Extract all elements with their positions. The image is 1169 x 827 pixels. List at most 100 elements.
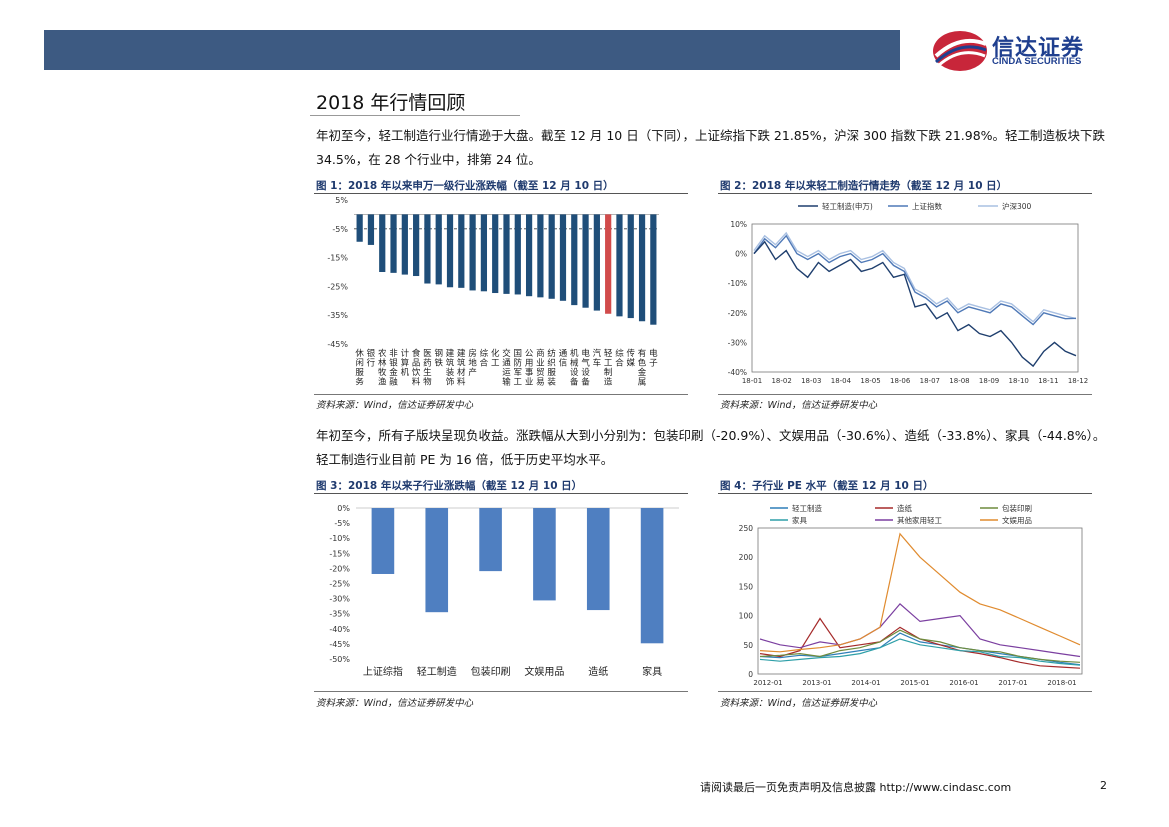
- fig1-bar: [616, 214, 623, 317]
- fig4-series-line: [759, 629, 1081, 663]
- fig1-bar: [638, 214, 646, 322]
- fig4-legend-label: 包装印刷: [1002, 503, 1032, 513]
- fig2-ytick-label: -40%: [728, 368, 747, 377]
- fig3-category-label: 包装印刷: [471, 665, 511, 678]
- fig1-bar: [446, 214, 454, 288]
- fig1-bar: [571, 214, 578, 306]
- fig2-title-rule: [718, 193, 1092, 194]
- fig1-category-label: 食品饮料: [412, 348, 421, 388]
- fig4-series-line: [759, 532, 1081, 653]
- fig1-bar: [413, 214, 420, 277]
- section-title-underline: [310, 115, 520, 116]
- fig1-category-label: 机械设备: [570, 348, 579, 388]
- cinda-logo-mark-icon: [933, 31, 987, 71]
- fig4-series-line: [759, 603, 1081, 658]
- fig3-bottom-rule: [314, 691, 688, 692]
- fig4-xtick-label: 2014-01: [851, 679, 880, 687]
- fig1-bar: [627, 214, 634, 319]
- fig1-category-label: 汽车: [593, 348, 602, 369]
- fig4-plot-frame: [757, 527, 1083, 675]
- logo-english-name: CINDA SECURITIES: [992, 56, 1082, 67]
- fig2-xtick-label: 18-07: [920, 377, 940, 385]
- fig1-category-label: 有色金属: [638, 348, 647, 388]
- fig1-chart: 5% -5% -15% -25% -35% -45% 休闲服务银行农林牧渔非银金融计算机食品…: [327, 196, 659, 388]
- fig1-category-label: 纺织服装: [547, 348, 556, 388]
- fig1-category-label: 农林牧渔: [378, 348, 387, 388]
- fig3-ytick-label: -20%: [329, 564, 350, 573]
- fig1-bar: [480, 214, 488, 292]
- fig2-series-line: [753, 231, 1077, 323]
- fig1-bar: [525, 214, 533, 297]
- fig4-title: 图 4：子行业 PE 水平（截至 12 月 10 日）: [720, 480, 934, 492]
- fig4-series-line: [759, 638, 1081, 666]
- fig2-legend-label: 上证指数: [912, 201, 942, 211]
- fig4-legend-label: 造纸: [897, 503, 912, 513]
- fig2-xtick-label: 18-06: [890, 377, 911, 385]
- fig4-legend-label: 轻工制造: [792, 503, 822, 513]
- fig1-bar: [492, 214, 499, 294]
- fig1-category-label: 传媒: [627, 348, 636, 369]
- fig1-category-label: 电子: [649, 348, 658, 369]
- fig1-bar: [503, 214, 510, 294]
- fig2-xtick-label: 18-01: [742, 377, 762, 385]
- fig3-category-label: 造纸: [588, 665, 608, 678]
- section-title: 2018 年行情回顾: [316, 92, 466, 114]
- fig1-bottom-rule: [314, 394, 688, 395]
- fig1-bar: [650, 214, 657, 325]
- fig1-source: 资料来源：Wind，信达证券研发中心: [316, 400, 474, 411]
- fig2-plot-frame: [751, 223, 1079, 373]
- fig1-ytick-label: -5%: [332, 225, 348, 234]
- fig1-category-label: 计算机: [401, 348, 410, 378]
- fig3-chart: 0% -5% -10% -15% -20% -25% -30% -35% -40% -45% -50…: [329, 504, 679, 678]
- fig1-category-label: 电气设备: [581, 348, 590, 388]
- fig3-bar: [586, 508, 610, 611]
- fig3-bar: [425, 508, 449, 613]
- fig2-xtick-label: 18-02: [771, 377, 791, 385]
- fig4-xtick-label: 2012-01: [753, 679, 782, 687]
- fig1-bar: [367, 214, 375, 245]
- fig4-legend-label: 文娱用品: [1002, 515, 1032, 525]
- fig1-bar: [379, 214, 386, 272]
- fig2-ytick-label: 10%: [730, 220, 747, 229]
- fig1-bar: [401, 214, 408, 275]
- fig1-category-label: 银行: [367, 348, 376, 369]
- fig1-category-label: 交通运输: [502, 348, 511, 388]
- fig4-xtick-label: 2016-01: [949, 679, 978, 687]
- fig1-bar: [582, 214, 589, 308]
- fig1-bar: [514, 214, 521, 295]
- fig4-series-line: [759, 617, 1081, 669]
- fig4-ytick-label: 200: [739, 553, 754, 562]
- fig3-ytick-label: -25%: [329, 580, 350, 589]
- fig3-ytick-label: -50%: [329, 655, 350, 664]
- fig1-bar: [537, 214, 544, 298]
- fig4-ytick-label: 250: [739, 524, 754, 533]
- fig1-bar: [605, 214, 612, 314]
- fig1-bar: [435, 214, 442, 285]
- paragraph-market-review: 年初至今，轻工制造行业行情逊于大盘。截至 12 月 10 日（下同），上证综指下…: [316, 128, 1106, 167]
- fig3-title-rule: [314, 493, 688, 494]
- fig1-category-label: 综合: [480, 348, 489, 369]
- fig1-category-label: 建筑装饰: [446, 348, 455, 388]
- fig4-bottom-rule: [718, 691, 1092, 692]
- fig1-category-label: 通信: [559, 348, 568, 369]
- fig2-legend-label: 沪深300: [1002, 201, 1032, 211]
- logo-chinese-name: 信达证券: [992, 36, 1085, 61]
- fig4-source: 资料来源：Wind，信达证券研发中心: [720, 698, 878, 709]
- fig3-title: 图 3：2018 年以来子行业涨跌幅（截至 12 月 10 日）: [316, 480, 583, 492]
- fig1-bar: [356, 214, 363, 242]
- fig2-series-line: [753, 234, 1077, 326]
- fig2-xtick-label: 18-10: [1009, 377, 1029, 385]
- fig2-ytick-label: -10%: [728, 279, 747, 288]
- fig1-bar: [390, 214, 397, 273]
- fig1-ytick-label: 5%: [335, 196, 348, 205]
- fig3-bar: [640, 508, 664, 644]
- fig3-ytick-label: -10%: [329, 534, 350, 543]
- fig1-bar: [424, 214, 431, 284]
- fig4-xtick-label: 2017-01: [998, 679, 1027, 687]
- paragraph-sub-sector: 年初至今，所有子版块呈现负收益。涨跌幅从大到小分别为：包装印刷（-20.9%）、…: [316, 428, 1106, 467]
- fig1-bar: [548, 214, 555, 299]
- fig1-title-rule: [314, 193, 688, 194]
- fig2-title: 图 2：2018 年以来轻工制造行情走势（截至 12 月 10 日）: [720, 180, 1008, 192]
- fig2-source: 资料来源：Wind，信达证券研发中心: [720, 400, 878, 411]
- fig2-ytick-label: -20%: [728, 309, 747, 318]
